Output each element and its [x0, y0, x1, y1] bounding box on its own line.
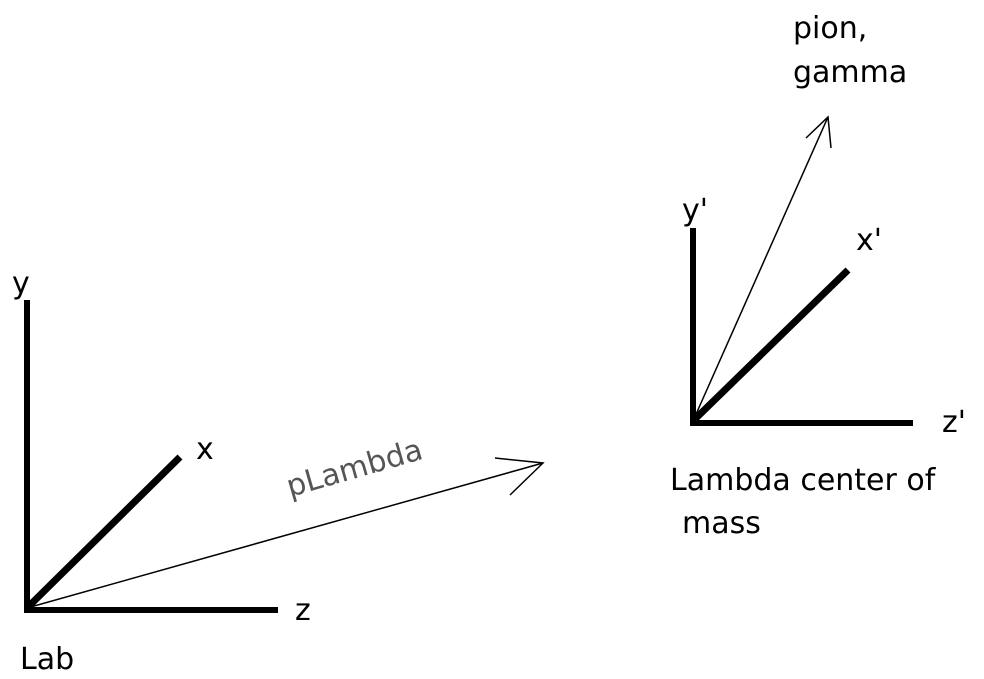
- lab-frame: y x z Lab pLambda: [12, 266, 545, 677]
- frame-label: Lab: [20, 642, 74, 677]
- pion-arrowhead: [805, 115, 832, 149]
- axis-label: y: [12, 266, 30, 301]
- axis-label: z: [295, 593, 311, 628]
- plambda-arrowhead: [494, 457, 545, 496]
- axis-label: x: [196, 432, 214, 467]
- cm-x-axis: [690, 267, 851, 424]
- axis-label: z': [942, 405, 966, 440]
- vector-label: pion,: [793, 11, 867, 46]
- plambda-arrow: [26, 462, 544, 609]
- vector-label: gamma: [793, 55, 907, 90]
- vector-label: pLambda: [283, 432, 427, 504]
- axis-label: y': [682, 193, 708, 228]
- frame-label: mass: [682, 506, 761, 541]
- cm-frame: y' x' z' Lambda center of mass pion, gam…: [670, 11, 966, 541]
- frame-label: Lambda center of: [670, 463, 937, 498]
- lab-x-axis: [24, 454, 183, 611]
- axis-label: x': [856, 223, 882, 258]
- pion-arrow: [692, 116, 829, 422]
